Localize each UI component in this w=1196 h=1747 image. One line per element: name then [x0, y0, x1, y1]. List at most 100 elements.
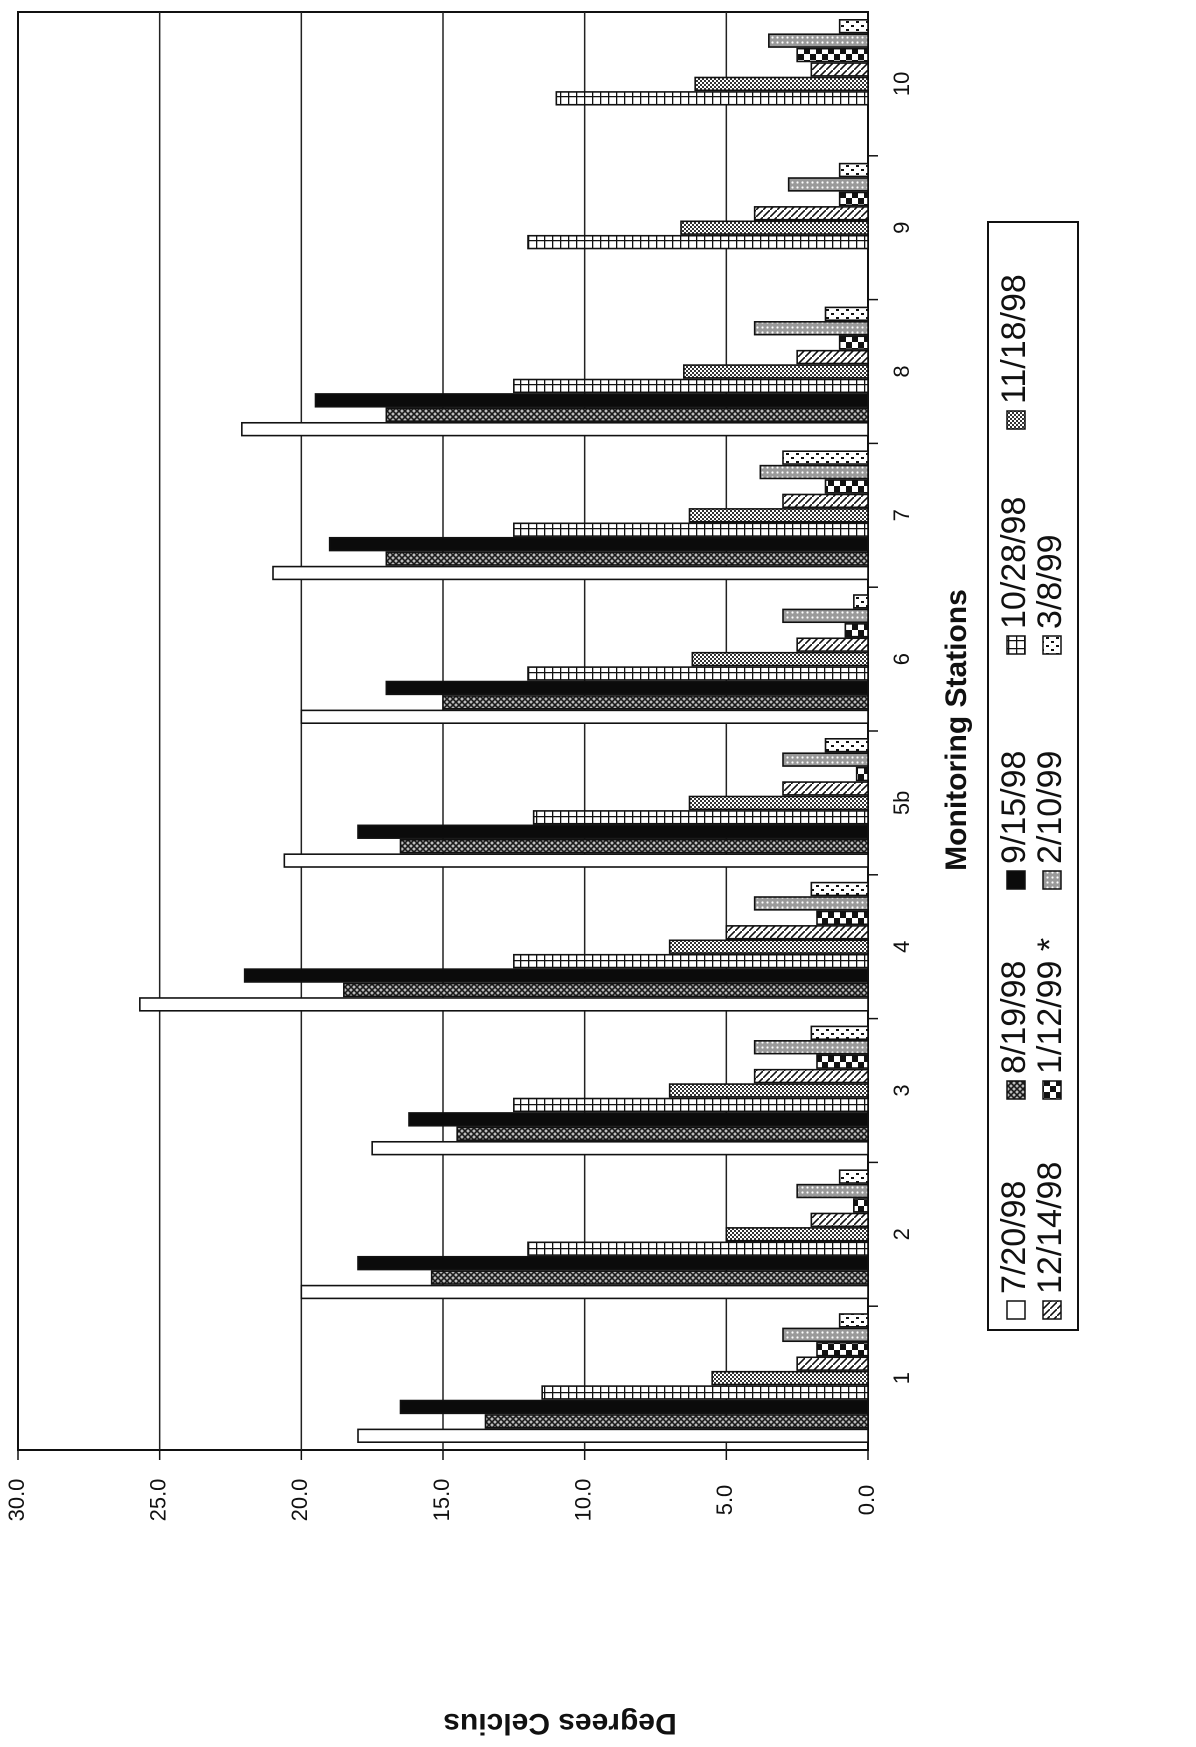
bar — [810, 62, 869, 77]
legend-swatch — [1042, 1080, 1062, 1100]
bar — [357, 824, 869, 839]
bar — [796, 47, 869, 63]
x-tick-label: 8 — [889, 365, 914, 377]
bar — [272, 565, 869, 581]
bar — [782, 1327, 869, 1343]
bar — [796, 637, 869, 652]
bar — [782, 608, 869, 624]
bar — [513, 378, 869, 394]
bar — [753, 206, 869, 221]
legend-label: 3/8/99 — [1031, 534, 1069, 629]
x-tick-label: 9 — [889, 222, 914, 234]
y-tick-label: 15.0 — [429, 1479, 454, 1522]
bar — [824, 479, 869, 494]
bar — [371, 1140, 869, 1156]
legend-swatch — [1042, 635, 1062, 655]
bar — [513, 1097, 869, 1113]
bar — [810, 1212, 869, 1228]
y-axis-title: Degrees Celcius — [443, 1707, 676, 1740]
bar — [399, 1399, 869, 1415]
legend-swatch — [1006, 410, 1026, 430]
x-tick-label: 1 — [889, 1372, 914, 1384]
bar — [527, 234, 869, 250]
bar — [442, 695, 869, 710]
bar — [838, 191, 869, 207]
bar — [844, 623, 869, 638]
bar — [838, 18, 869, 34]
bar — [300, 709, 869, 725]
legend-swatch — [1006, 635, 1026, 655]
bar — [816, 910, 869, 926]
bar — [408, 1112, 869, 1127]
bar — [456, 1126, 869, 1141]
bar — [694, 76, 869, 92]
bar — [527, 1241, 869, 1256]
bar — [691, 651, 869, 667]
bar — [816, 1342, 869, 1357]
bar — [796, 1183, 869, 1199]
legend-label: 10/28/98 — [995, 497, 1033, 629]
x-tick-label: 2 — [889, 1228, 914, 1240]
bar — [357, 1428, 869, 1444]
bar — [796, 1356, 869, 1371]
bar — [810, 1025, 869, 1041]
bar — [385, 680, 869, 696]
bar — [343, 982, 869, 998]
y-tick-label: 5.0 — [712, 1485, 737, 1516]
x-tick-label: 3 — [889, 1084, 914, 1096]
bar — [855, 766, 869, 782]
legend-label: 8/19/98 — [995, 961, 1033, 1074]
bar — [385, 551, 869, 566]
bar — [680, 220, 869, 235]
legend-border — [987, 221, 1079, 1331]
bar — [711, 1370, 869, 1386]
bar — [753, 1040, 869, 1055]
y-tick-label: 0.0 — [854, 1485, 879, 1516]
bar — [753, 1068, 869, 1084]
bar — [668, 1083, 869, 1098]
bar — [328, 536, 869, 552]
legend-swatch — [1006, 1300, 1026, 1320]
bar — [796, 349, 869, 365]
bar — [532, 810, 869, 825]
bar — [243, 968, 869, 983]
bar — [824, 306, 869, 322]
bar — [725, 1227, 869, 1242]
bar — [513, 953, 869, 969]
bar — [668, 939, 869, 954]
legend-swatch — [1006, 870, 1026, 890]
legend-label: 9/15/98 — [995, 751, 1033, 864]
x-tick-label: 5b — [889, 791, 914, 815]
legend: 7/20/98 8/19/98 9/15/98 10/28/98 11/18/98 12/… — [987, 221, 1079, 1331]
bar — [853, 1198, 869, 1213]
bar — [725, 925, 869, 940]
legend-label: 7/20/98 — [995, 1181, 1033, 1294]
legend-swatch — [1042, 870, 1062, 890]
bars — [139, 18, 869, 1444]
bar — [385, 407, 869, 422]
bar — [816, 1054, 869, 1069]
bar — [688, 508, 869, 523]
bar — [241, 421, 869, 437]
bar — [810, 881, 869, 897]
bar — [300, 1284, 869, 1300]
bar — [399, 838, 869, 854]
bar — [838, 162, 869, 178]
bar — [787, 177, 869, 192]
x-tick-label: 6 — [889, 653, 914, 665]
bar — [824, 737, 869, 753]
bar — [782, 752, 869, 767]
x-axis-title: Monitoring Stations — [940, 589, 973, 871]
legend-label: 11/18/98 — [995, 274, 1033, 404]
bar — [838, 1313, 869, 1328]
legend-label: 12/14/98 — [1031, 1162, 1069, 1294]
bar — [357, 1255, 869, 1271]
y-tick-label: 25.0 — [145, 1479, 170, 1522]
bar — [768, 33, 869, 48]
bar — [314, 393, 869, 408]
bar — [759, 464, 869, 480]
bar — [838, 1169, 869, 1184]
bar — [555, 91, 869, 106]
legend-label: 1/12/99 * — [1031, 938, 1069, 1074]
